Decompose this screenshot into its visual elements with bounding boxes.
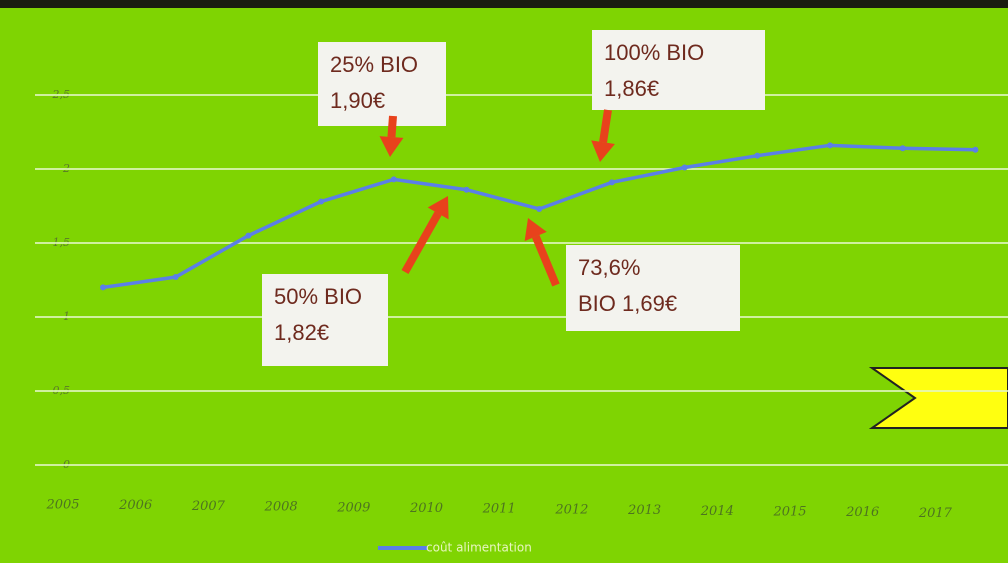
annotation-text: 100% BIO (604, 40, 704, 65)
legend-label: coût alimentation (426, 541, 532, 555)
point (827, 142, 833, 148)
x-tick-label: 2005 (45, 498, 79, 513)
annotation-text: BIO 1,69€ (578, 291, 677, 316)
annotation-text: 25% BIO (330, 52, 418, 77)
x-tick-label: 2010 (409, 501, 443, 516)
point (609, 179, 615, 185)
annotation-text: 1,82€ (274, 320, 329, 345)
annotation-text: 1,86€ (604, 76, 659, 101)
x-tick-label: 2006 (118, 498, 152, 513)
point (464, 187, 470, 193)
x-tick-label: 2014 (700, 504, 734, 519)
x-tick-label: 2015 (772, 505, 806, 520)
point (682, 165, 688, 171)
point (536, 206, 542, 212)
point (100, 284, 106, 290)
x-tick-label: 2013 (627, 503, 661, 518)
x-tick-label: 2008 (264, 500, 298, 515)
x-tick-label: 2011 (482, 502, 516, 517)
chart: 00,511,522,52005200620072008200920102011… (0, 0, 1008, 563)
arrow-shaft (391, 116, 393, 137)
annotation-text: 1,90€ (330, 88, 385, 113)
point (391, 176, 397, 182)
x-tick-label: 2009 (336, 500, 370, 515)
annotation-text: 73,6% (578, 255, 640, 280)
plot-background (0, 8, 1008, 563)
point (173, 274, 179, 280)
point (245, 233, 251, 239)
point (900, 145, 906, 151)
x-tick-label: 2007 (191, 499, 226, 514)
x-tick-label: 2012 (554, 502, 588, 517)
x-tick-label: 2016 (845, 505, 879, 520)
arrow-shaft (603, 110, 608, 142)
point (318, 199, 324, 205)
point (972, 147, 978, 153)
x-tick-label: 2017 (918, 506, 953, 521)
annotation-text: 50% BIO (274, 284, 362, 309)
point (754, 153, 760, 159)
